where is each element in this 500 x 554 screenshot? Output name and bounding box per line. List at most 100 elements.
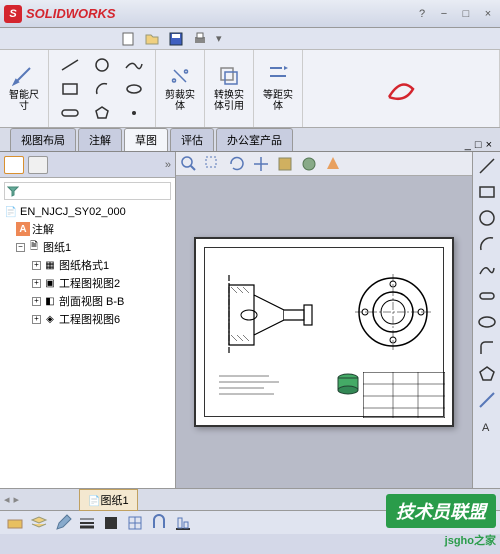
snap-icon[interactable] bbox=[150, 514, 168, 532]
drawing-viewport[interactable] bbox=[176, 176, 472, 488]
drawing-sheet bbox=[194, 237, 454, 427]
spline-tool-icon[interactable] bbox=[119, 54, 149, 76]
layer-icon[interactable] bbox=[30, 514, 48, 532]
sketch-text-icon[interactable]: A bbox=[477, 416, 497, 436]
tab-close-icon[interactable]: × bbox=[486, 139, 492, 151]
app-logo: S bbox=[4, 5, 22, 23]
print-icon[interactable] bbox=[192, 31, 208, 47]
smart-dimension-button[interactable]: 智能尺 寸 bbox=[4, 52, 44, 124]
tree-view6[interactable]: + ◈工程图视图6 bbox=[4, 310, 171, 328]
feature-manager-panel: » 📄EN_NJCJ_SY02_000 A注解 − 🗎图纸1 + ▦图纸格式1 … bbox=[0, 152, 176, 488]
tab-annotation[interactable]: 注解 bbox=[78, 128, 122, 151]
rectangle-tool-icon[interactable] bbox=[55, 78, 85, 100]
align-icon[interactable] bbox=[174, 514, 192, 532]
maximize-icon[interactable]: □ bbox=[458, 6, 474, 22]
offset-button[interactable]: 等距实 体 bbox=[258, 52, 298, 124]
sketch-circle-icon[interactable] bbox=[477, 208, 497, 228]
property-tab-icon[interactable] bbox=[28, 156, 48, 174]
zoom-area-icon[interactable] bbox=[204, 155, 222, 173]
section-icon[interactable] bbox=[276, 155, 294, 173]
render-icon[interactable] bbox=[324, 155, 342, 173]
tree-format-label: 图纸格式1 bbox=[59, 257, 109, 273]
sketch-rect-icon[interactable] bbox=[477, 182, 497, 202]
tree-sheet-label: 图纸1 bbox=[43, 239, 71, 255]
minimize-icon[interactable]: − bbox=[436, 6, 452, 22]
tree-root-label: EN_NJCJ_SY02_000 bbox=[20, 206, 126, 218]
polygon-tool-icon[interactable] bbox=[87, 102, 117, 124]
watermark-main: 技术员联盟 bbox=[386, 494, 496, 528]
line-tool-icon[interactable] bbox=[55, 54, 85, 76]
sketch-arc-icon[interactable] bbox=[477, 234, 497, 254]
zoom-fit-icon[interactable] bbox=[180, 155, 198, 173]
help-icon[interactable]: ? bbox=[414, 6, 430, 22]
tree-annotations[interactable]: A注解 bbox=[4, 220, 171, 238]
ellipse-tool-icon[interactable] bbox=[119, 78, 149, 100]
tree-filter-input[interactable] bbox=[4, 182, 171, 200]
sheet-tab-label: 图纸1 bbox=[101, 495, 129, 507]
model-icon[interactable] bbox=[6, 514, 24, 532]
grid-icon[interactable] bbox=[126, 514, 144, 532]
line-format-icon[interactable] bbox=[78, 514, 96, 532]
arc-tool-icon[interactable] bbox=[87, 78, 117, 100]
convert-label: 转换实 体引用 bbox=[214, 90, 244, 112]
new-icon[interactable] bbox=[120, 31, 136, 47]
tab-office[interactable]: 办公室产品 bbox=[216, 128, 293, 151]
sketch-slot-icon[interactable] bbox=[477, 286, 497, 306]
iso-view-drawing bbox=[333, 370, 363, 398]
tree-sheet1[interactable]: − 🗎图纸1 bbox=[4, 238, 171, 256]
tree-section-label: 剖面视图 B-B bbox=[59, 293, 124, 309]
tree-sheet-format[interactable]: + ▦图纸格式1 bbox=[4, 256, 171, 274]
tab-view-layout[interactable]: 视图布局 bbox=[10, 128, 76, 151]
color-icon[interactable] bbox=[102, 514, 120, 532]
tab-sketch[interactable]: 草图 bbox=[124, 128, 168, 151]
tab-min-icon[interactable]: _ bbox=[465, 139, 471, 151]
title-block bbox=[363, 372, 445, 418]
sketch-line-icon[interactable] bbox=[477, 156, 497, 176]
dropdown-icon[interactable]: ▾ bbox=[216, 32, 222, 45]
feature-tree-tab-icon[interactable] bbox=[4, 156, 24, 174]
command-tabs: 视图布局 注解 草图 评估 办公室产品 _ □ × bbox=[0, 128, 500, 152]
sketch-tools-grid bbox=[53, 52, 151, 126]
trim-label: 剪裁实 体 bbox=[165, 90, 195, 112]
feature-tree: 📄EN_NJCJ_SY02_000 A注解 − 🗎图纸1 + ▦图纸格式1 + … bbox=[0, 178, 175, 488]
panel-tabs: » bbox=[0, 152, 175, 178]
sketch-ellipse-icon[interactable] bbox=[477, 312, 497, 332]
trim-button[interactable]: 剪裁实 体 bbox=[160, 52, 200, 124]
sheet-tab-1[interactable]: 📄图纸1 bbox=[79, 489, 138, 511]
pan-icon[interactable] bbox=[252, 155, 270, 173]
convert-button[interactable]: 转换实 体引用 bbox=[209, 52, 249, 124]
sketch-fillet-icon[interactable] bbox=[477, 338, 497, 358]
scroll-right-icon[interactable]: ▸ bbox=[14, 493, 20, 506]
expand-icon[interactable]: + bbox=[32, 297, 41, 306]
section-view-drawing bbox=[219, 270, 339, 360]
view-toolbar bbox=[176, 152, 472, 176]
panel-menu-icon[interactable]: » bbox=[165, 159, 171, 171]
circle-tool-icon[interactable] bbox=[87, 54, 117, 76]
tab-max-icon[interactable]: □ bbox=[475, 139, 482, 151]
collapse-icon[interactable]: − bbox=[16, 243, 25, 252]
tree-root[interactable]: 📄EN_NJCJ_SY02_000 bbox=[4, 204, 171, 220]
open-icon[interactable] bbox=[144, 31, 160, 47]
slot-tool-icon[interactable] bbox=[55, 102, 85, 124]
quick-access-toolbar: ▾ bbox=[0, 28, 500, 50]
display-icon[interactable] bbox=[300, 155, 318, 173]
save-icon[interactable] bbox=[168, 31, 184, 47]
app-name: SOLIDWORKS bbox=[26, 6, 116, 21]
offset-label: 等距实 体 bbox=[263, 90, 293, 112]
edit-icon[interactable] bbox=[54, 514, 72, 532]
close-icon[interactable]: × bbox=[480, 6, 496, 22]
point-tool-icon[interactable] bbox=[119, 102, 149, 124]
tab-evaluate[interactable]: 评估 bbox=[170, 128, 214, 151]
scroll-left-icon[interactable]: ◂ bbox=[4, 493, 10, 506]
sketch-point-icon[interactable] bbox=[477, 390, 497, 410]
sketch-spline-icon[interactable] bbox=[477, 260, 497, 280]
drawing-notes bbox=[219, 372, 299, 412]
sketch-polygon-icon[interactable] bbox=[477, 364, 497, 384]
expand-icon[interactable]: + bbox=[32, 279, 41, 288]
rotate-icon[interactable] bbox=[228, 155, 246, 173]
expand-icon[interactable]: + bbox=[32, 261, 41, 270]
tree-view6-label: 工程图视图6 bbox=[59, 311, 120, 327]
tree-view2[interactable]: + ▣工程图视图2 bbox=[4, 274, 171, 292]
tree-section-view[interactable]: + ◧剖面视图 B-B bbox=[4, 292, 171, 310]
expand-icon[interactable]: + bbox=[32, 315, 41, 324]
